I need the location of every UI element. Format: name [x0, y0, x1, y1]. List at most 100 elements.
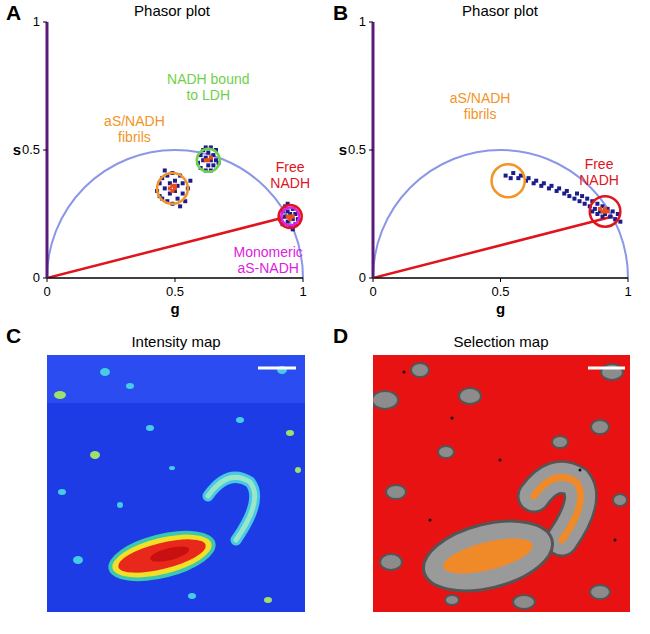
y-tick-label: 1 [33, 14, 40, 29]
image-background [47, 355, 305, 612]
universal-circle [373, 150, 628, 278]
aggregate-peak [149, 543, 191, 564]
phasor-point [163, 186, 167, 190]
selection-label: Monomeric [234, 244, 303, 260]
phasor-point [595, 212, 599, 216]
speck [188, 593, 196, 599]
x-tick [373, 278, 374, 282]
image-title: Intensity map [131, 333, 220, 350]
x-tick [47, 278, 48, 282]
selection-label: Free [276, 159, 305, 175]
selection-circle [492, 164, 525, 197]
phasor-point [583, 202, 587, 206]
phasor-point [585, 197, 589, 201]
phasor-point [575, 192, 579, 196]
x-tick [628, 278, 629, 282]
phasor-point [188, 179, 192, 183]
image-title: Selection map [453, 333, 548, 350]
image-content [47, 355, 305, 612]
fibril [208, 477, 255, 540]
speck [286, 430, 294, 436]
chart-title: Phasor plot [462, 2, 539, 19]
chart-title: Phasor plot [134, 2, 211, 19]
phasor-point [181, 192, 185, 196]
x-tick-label: 0 [43, 284, 50, 299]
phasor-point [173, 179, 177, 183]
speck [429, 519, 432, 522]
background-region [438, 446, 454, 458]
y-tick [43, 278, 47, 279]
x-tick-label: 0 [369, 284, 376, 299]
panel-letter: A [6, 1, 21, 24]
phasor-point [557, 186, 561, 190]
figure: APhasor plot00.5100.51gsaS/NADHfibrilsNA… [0, 0, 650, 634]
phasor-point [211, 163, 215, 167]
x-axis-label: g [170, 300, 179, 317]
phasor-point [567, 194, 571, 198]
speck [236, 417, 244, 423]
aggregate-selected [440, 531, 536, 580]
background-region [459, 388, 481, 404]
phasor-point [527, 176, 531, 180]
image-content [373, 355, 630, 612]
phasor-panel: APhasor plot00.5100.51gsaS/NADHfibrilsNA… [6, 1, 310, 317]
y-tick-label: 0.5 [348, 142, 366, 157]
phasor-point [534, 179, 538, 183]
phasor-point [578, 199, 582, 203]
y-tick-label: 0 [33, 270, 40, 285]
selection-circle [590, 196, 621, 227]
speck [403, 371, 406, 374]
y-axis-label: s [339, 141, 347, 158]
aggregate-region [416, 509, 560, 603]
image-panel: C Intensity map [6, 324, 305, 612]
phasor-point [511, 171, 515, 175]
phasor-point [288, 217, 292, 221]
fibril-selected [534, 477, 581, 540]
reference-line [373, 217, 613, 278]
phasor-point [595, 202, 599, 206]
speck [295, 467, 301, 473]
background-region [445, 595, 459, 605]
x-axis-label: g [496, 300, 505, 317]
y-axis-label: s [13, 141, 21, 158]
speck [614, 539, 617, 542]
speck [73, 556, 83, 564]
phasor-point [204, 158, 208, 162]
plot-area [373, 171, 622, 278]
x-tick [175, 278, 176, 282]
x-tick-label: 1 [299, 284, 306, 299]
aggregate-mid [108, 526, 216, 586]
x-tick [303, 278, 304, 282]
phasor-point [163, 168, 167, 172]
y-tick [369, 22, 373, 23]
phasor-point [181, 181, 185, 185]
image-background [373, 355, 630, 612]
background-region [380, 554, 402, 570]
background-region [411, 363, 429, 377]
y-tick [43, 22, 47, 23]
speck [499, 459, 502, 462]
phasor-point [206, 163, 210, 167]
selection-label: Free [585, 156, 614, 172]
speck [146, 425, 154, 431]
selection-circle [157, 173, 188, 204]
aggregate-core [115, 532, 209, 579]
phasor-point [176, 197, 180, 201]
selection-label: to LDH [186, 87, 230, 103]
y-tick-label: 0.5 [22, 142, 40, 157]
y-tick [43, 150, 47, 151]
background-region [591, 420, 609, 434]
selection-label: aS-NADH [237, 260, 298, 276]
speck [54, 391, 66, 399]
panel-letter: C [6, 324, 21, 347]
background-region [590, 585, 610, 599]
background-region [373, 391, 398, 409]
speck [451, 417, 454, 420]
scale-bar [588, 367, 625, 370]
phasor-point [509, 176, 513, 180]
speck [117, 502, 123, 508]
phasor-point [178, 204, 182, 208]
phasor-point [608, 215, 612, 219]
selection-label: NADH [270, 175, 310, 191]
phasor-point [580, 194, 584, 198]
